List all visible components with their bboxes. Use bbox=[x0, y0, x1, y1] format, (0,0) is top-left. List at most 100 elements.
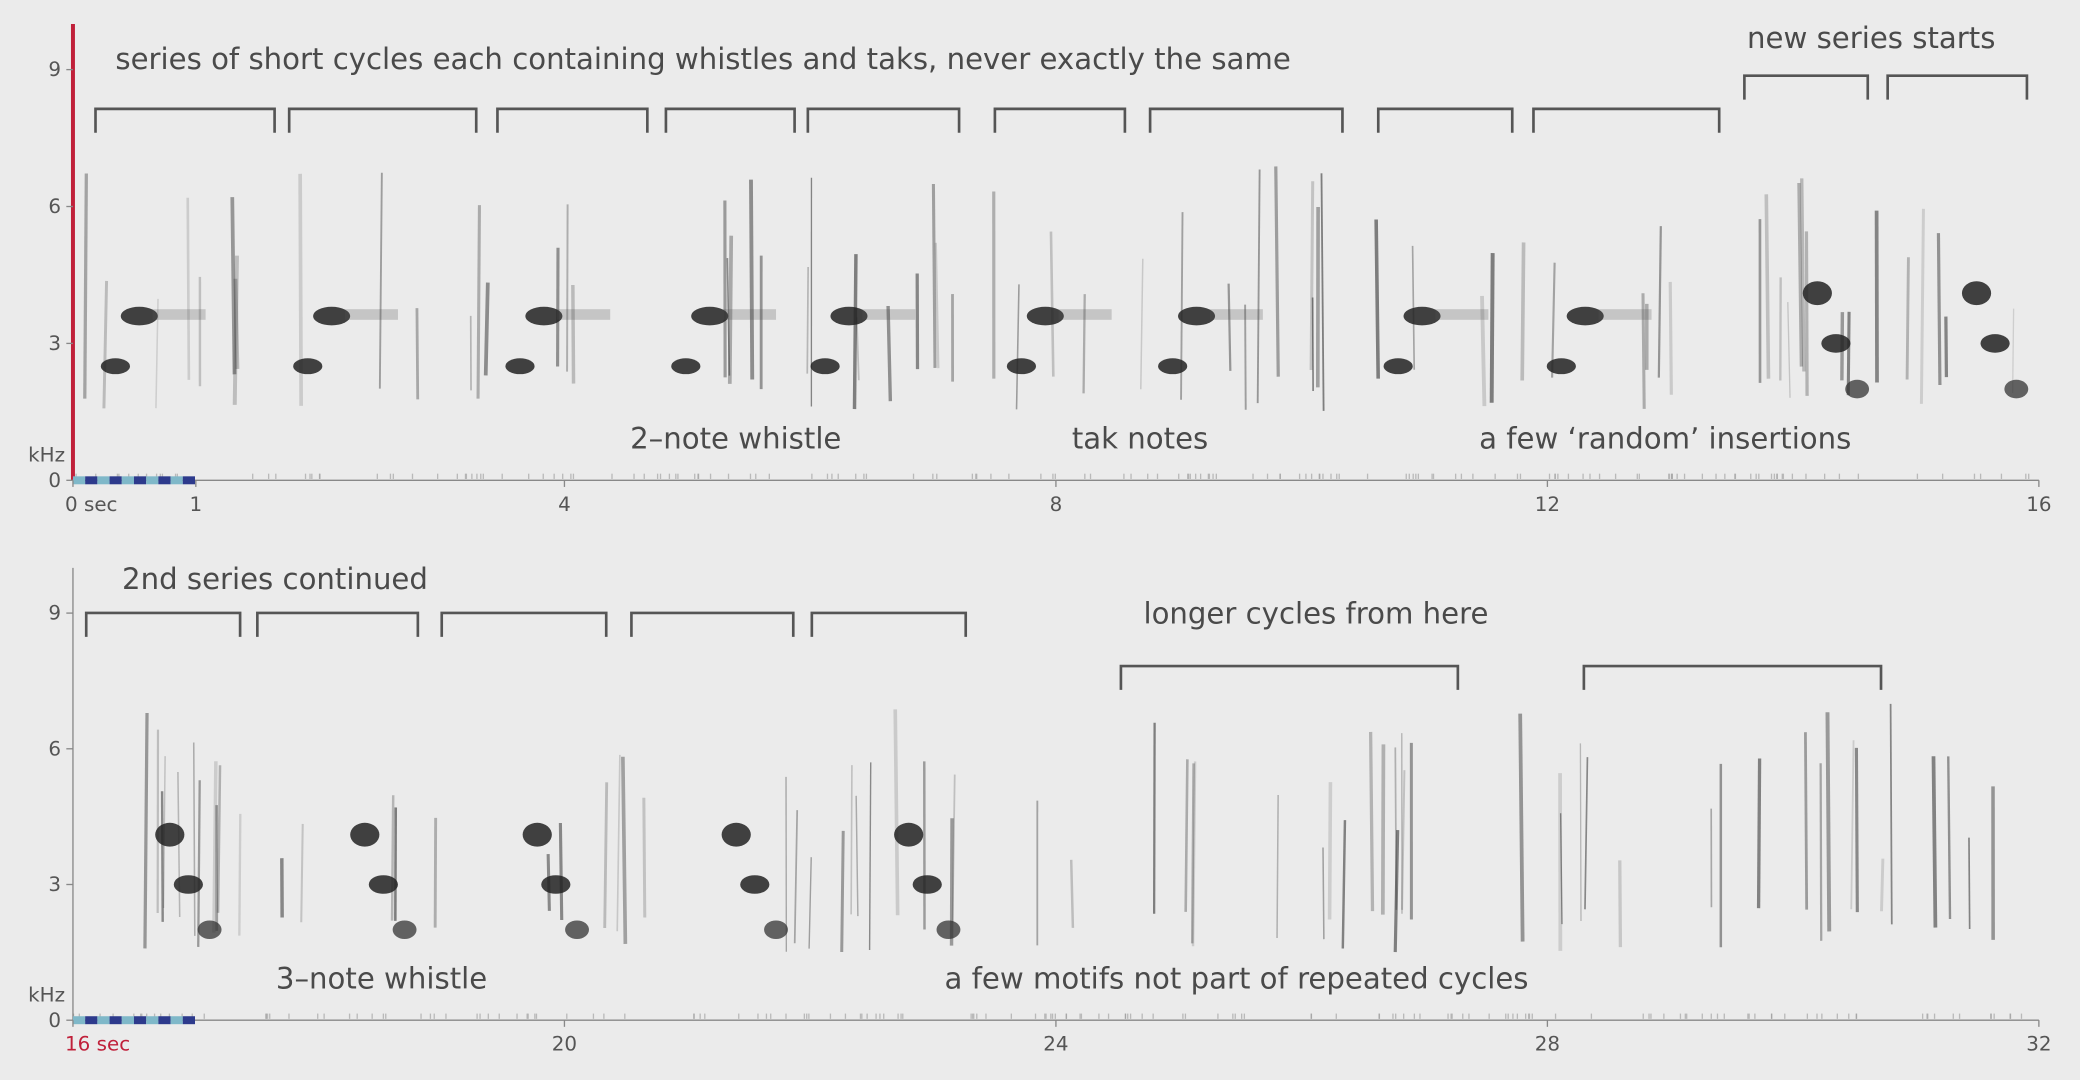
tak-stroke bbox=[1944, 316, 1949, 378]
tak-stroke bbox=[1140, 258, 1144, 390]
bracket bbox=[993, 107, 1127, 133]
whistle-note bbox=[830, 306, 868, 326]
tak-stroke bbox=[840, 830, 845, 953]
tak-stroke bbox=[931, 184, 937, 368]
y-tick-label: 0 bbox=[48, 1009, 61, 1032]
whistle-note bbox=[1403, 306, 1441, 326]
tak-stroke bbox=[1931, 756, 1938, 928]
x-tick-label: 16 bbox=[2026, 493, 2051, 516]
whistle-note bbox=[1546, 358, 1576, 375]
tak-stroke bbox=[433, 817, 438, 928]
x-tick-label: 32 bbox=[2026, 1033, 2051, 1056]
annotation: 3–note whistle bbox=[276, 961, 487, 995]
whistle-tail bbox=[152, 309, 206, 320]
y-tick-label: 6 bbox=[48, 195, 61, 218]
whistle-note bbox=[293, 358, 323, 375]
whistle-note bbox=[565, 920, 589, 940]
annotation: tak notes bbox=[1072, 421, 1208, 455]
bracket bbox=[440, 611, 608, 637]
tak-stroke bbox=[143, 712, 149, 949]
tak-stroke bbox=[793, 810, 799, 944]
axes-layer: 0 3 6 9 kHz 0 sec 1 4 8 12 16 series of short cycle… bbox=[28, 21, 2051, 1056]
annotation: a few motifs not part of repeated cycles bbox=[944, 961, 1528, 995]
x-tick-label: 4 bbox=[558, 493, 571, 516]
tak-stroke bbox=[1227, 283, 1232, 371]
playhead-bar bbox=[182, 476, 195, 485]
tak-stroke bbox=[1191, 761, 1197, 947]
tak-stroke bbox=[197, 780, 201, 947]
tak-stroke bbox=[726, 258, 731, 376]
playhead-bar bbox=[85, 1016, 98, 1025]
annotation: new series starts bbox=[1747, 21, 1995, 55]
tak-stroke bbox=[1936, 233, 1942, 386]
tak-stroke bbox=[1518, 713, 1525, 942]
tak-stroke bbox=[483, 282, 490, 376]
whistle-tail bbox=[862, 309, 916, 320]
x-tick-label: 28 bbox=[1535, 1033, 1560, 1056]
tak-stroke bbox=[1846, 311, 1851, 396]
whistle-note bbox=[1026, 306, 1064, 326]
tak-stroke bbox=[1756, 758, 1762, 909]
whistle-note bbox=[313, 306, 351, 326]
tak-stroke bbox=[238, 813, 242, 936]
playhead-bar bbox=[182, 1016, 195, 1025]
whistle-note bbox=[1383, 358, 1413, 375]
whistle-note bbox=[721, 822, 751, 847]
tak-stroke bbox=[230, 197, 237, 375]
tak-stroke bbox=[571, 284, 576, 384]
tak-stroke bbox=[1341, 820, 1347, 949]
tak-stroke bbox=[1641, 293, 1646, 409]
tak-stroke bbox=[1551, 262, 1556, 378]
x-tick-label: 12 bbox=[1535, 493, 1560, 516]
bracket bbox=[84, 611, 242, 637]
tak-stroke bbox=[1804, 732, 1809, 910]
whistle-note bbox=[740, 875, 770, 894]
whistle-note bbox=[1006, 358, 1037, 375]
whistle-note bbox=[810, 358, 840, 375]
tak-stroke bbox=[806, 267, 810, 374]
playhead-bar bbox=[109, 476, 122, 485]
playhead-bar bbox=[170, 1016, 183, 1025]
tak-stroke bbox=[749, 179, 755, 380]
y-tick-label: 6 bbox=[48, 737, 61, 760]
tak-stroke bbox=[1322, 847, 1325, 940]
tak-stroke bbox=[192, 742, 196, 936]
whistle-note bbox=[764, 920, 788, 940]
playhead-bar bbox=[121, 476, 134, 485]
whistle-note bbox=[1177, 306, 1216, 326]
tak-stroke bbox=[1825, 712, 1832, 932]
y-tick-label: 9 bbox=[48, 602, 61, 625]
whistle-tail bbox=[344, 309, 398, 320]
tak-stroke bbox=[1015, 284, 1020, 410]
tak-stroke bbox=[1889, 703, 1893, 925]
tak-stroke bbox=[1190, 763, 1195, 944]
tak-stroke bbox=[1797, 182, 1804, 367]
tak-stroke bbox=[1520, 242, 1526, 381]
y-axis-label: kHz bbox=[28, 984, 65, 1007]
whistle-note bbox=[197, 920, 222, 940]
tak-stroke bbox=[378, 172, 383, 389]
bracket bbox=[1582, 664, 1883, 690]
playhead-bar bbox=[146, 476, 159, 485]
tak-stroke bbox=[951, 774, 956, 923]
tak-stroke bbox=[855, 317, 860, 381]
tak-stroke bbox=[1480, 295, 1487, 407]
tak-stroke bbox=[1374, 219, 1380, 379]
whistle-note bbox=[392, 920, 417, 940]
bracket bbox=[1376, 107, 1514, 133]
whistle-tail bbox=[557, 309, 611, 320]
tak-stroke bbox=[616, 754, 621, 932]
whistle-note bbox=[936, 920, 961, 940]
tak-stroke bbox=[1380, 744, 1386, 915]
tak-stroke bbox=[1579, 743, 1582, 922]
bracket bbox=[94, 107, 276, 133]
tak-stroke bbox=[1320, 173, 1325, 411]
tak-stroke bbox=[934, 242, 940, 369]
whistle-tail bbox=[1209, 309, 1263, 320]
tak-stroke bbox=[855, 795, 859, 917]
annotation: 2nd series continued bbox=[122, 562, 428, 596]
tak-stroke bbox=[868, 762, 872, 950]
tak-stroke bbox=[886, 305, 893, 402]
tak-stroke bbox=[642, 797, 647, 918]
